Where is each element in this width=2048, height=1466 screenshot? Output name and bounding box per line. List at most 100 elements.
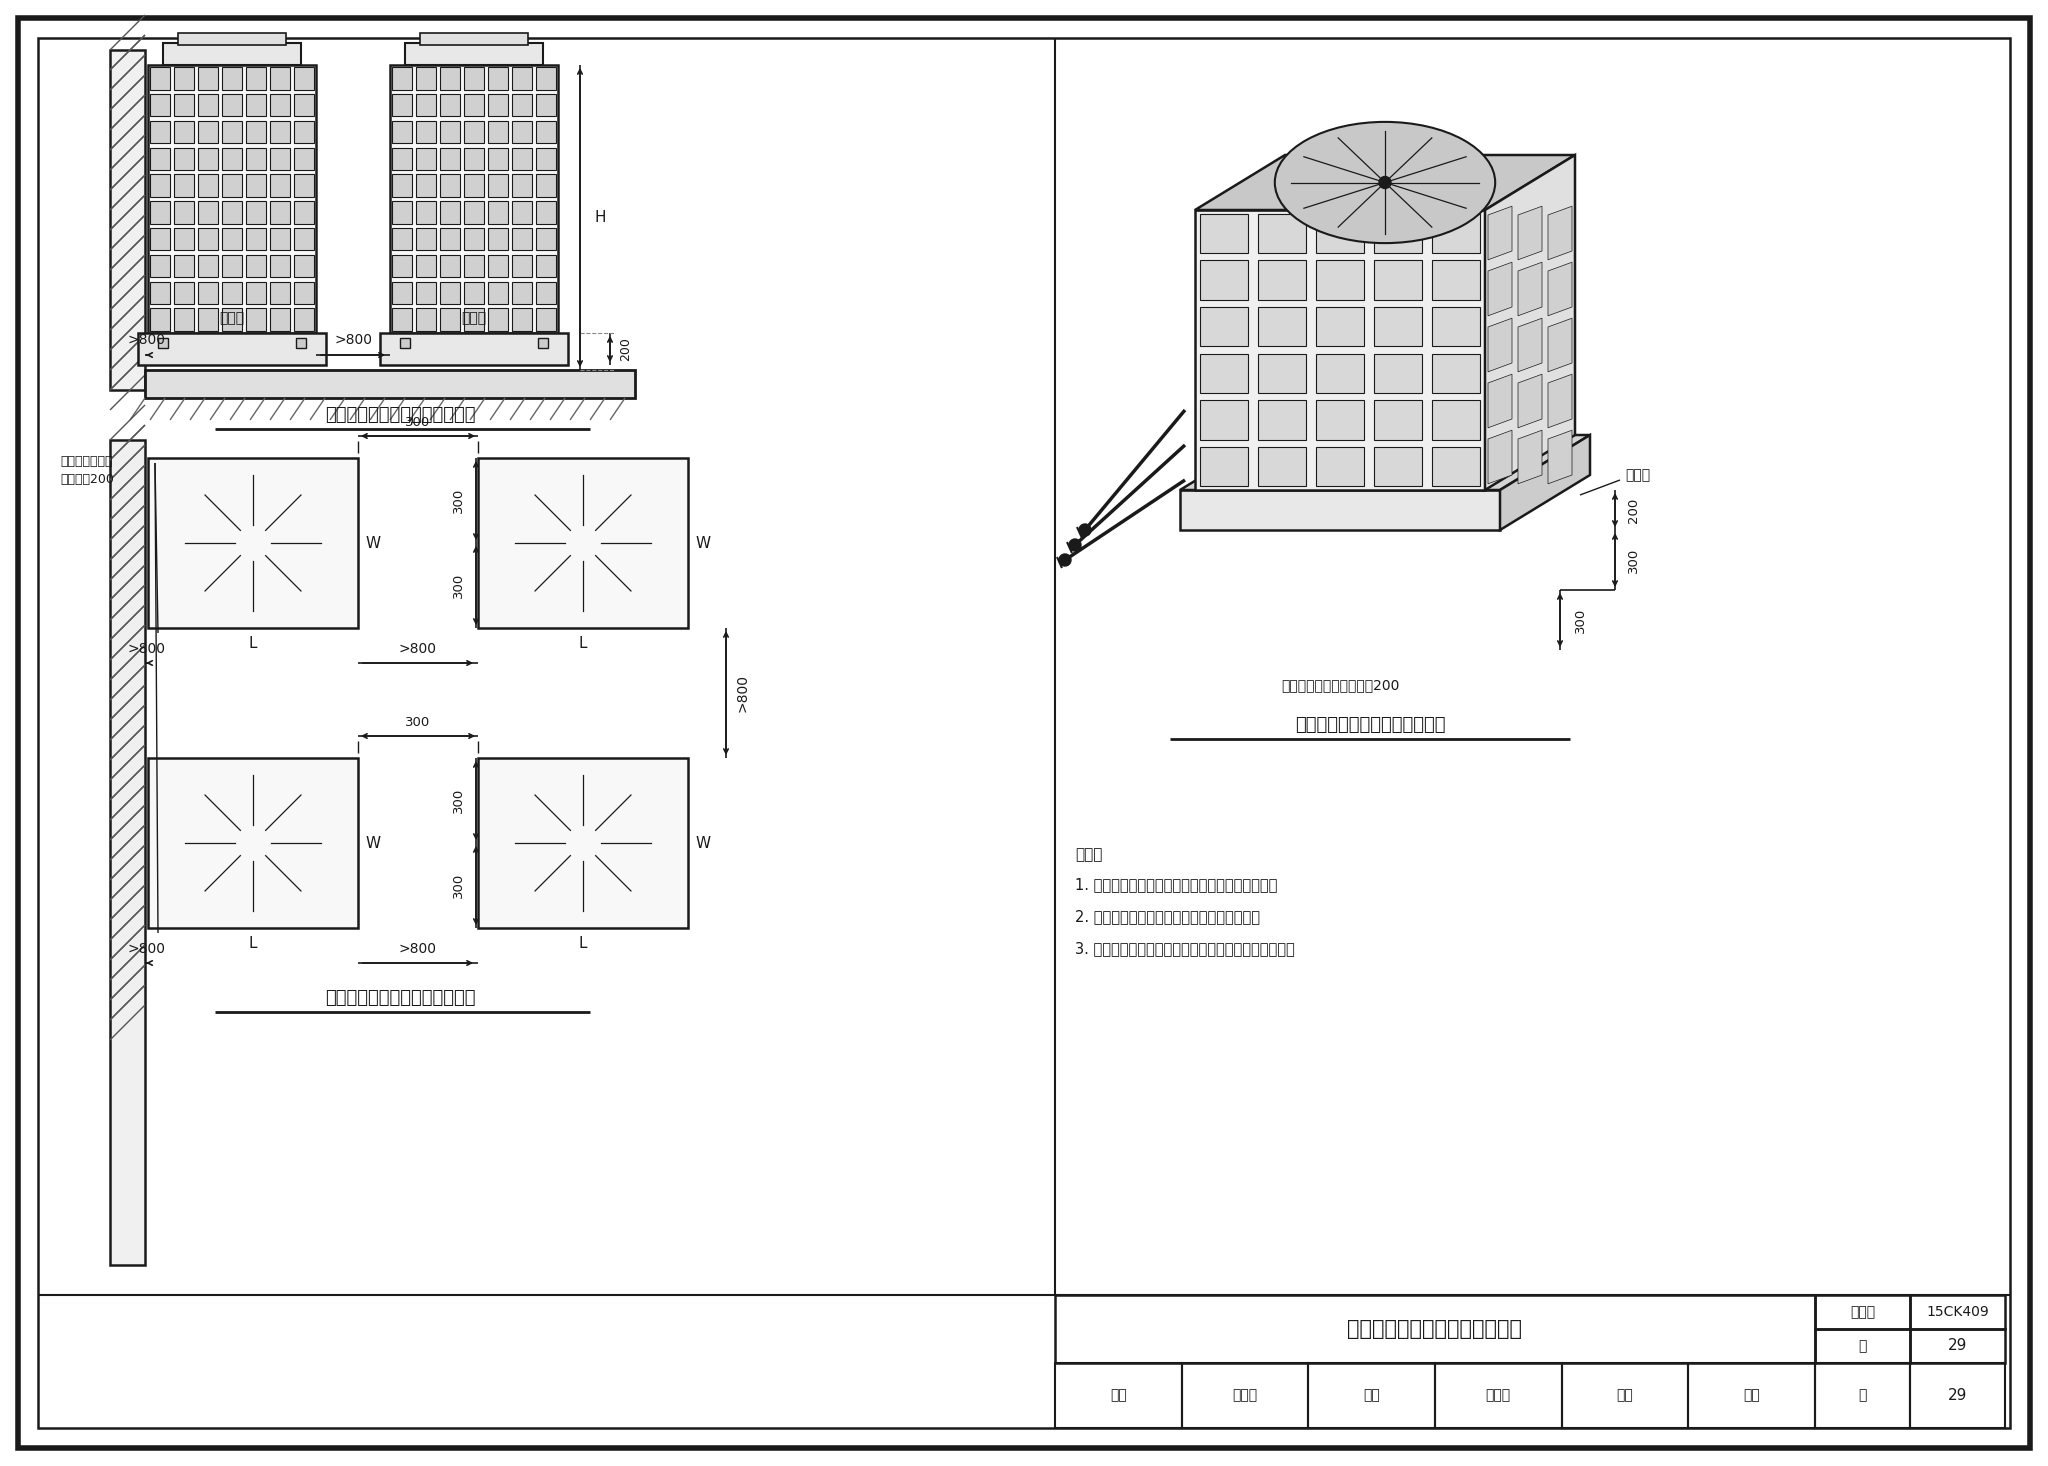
Bar (391, 120, 412, 144)
Bar (295, 201, 313, 224)
Bar (465, 174, 483, 196)
Bar (389, 65, 557, 333)
Text: L: L (248, 636, 258, 651)
Bar (174, 67, 195, 89)
Bar (1815, 1330, 1911, 1363)
Bar (1257, 447, 1307, 487)
Bar (1911, 1294, 2005, 1330)
Bar (1257, 261, 1307, 299)
Bar (270, 148, 291, 170)
Bar (539, 339, 549, 347)
Bar (221, 201, 242, 224)
Bar (1432, 261, 1481, 299)
Bar (440, 174, 461, 196)
Bar (440, 308, 461, 331)
Bar (174, 201, 195, 224)
Polygon shape (1518, 207, 1542, 259)
Bar (246, 94, 266, 116)
Bar (440, 120, 461, 144)
Bar (1257, 306, 1307, 346)
Bar (270, 201, 291, 224)
Text: 隔振垫: 隔振垫 (219, 311, 244, 325)
Bar (537, 120, 557, 144)
Text: 设备基础高出建筑完成面200: 设备基础高出建筑完成面200 (1280, 677, 1399, 692)
Text: 300: 300 (451, 573, 465, 598)
Text: 设备基础高出建: 设备基础高出建 (59, 454, 113, 468)
Bar (391, 94, 412, 116)
Bar (137, 333, 326, 365)
Bar (270, 227, 291, 251)
Bar (221, 120, 242, 144)
Bar (406, 43, 543, 65)
Polygon shape (1548, 374, 1573, 428)
Text: 页: 页 (1858, 1388, 1866, 1403)
Bar (477, 457, 688, 627)
Bar (1194, 210, 1485, 490)
Bar (174, 308, 195, 331)
Bar (1257, 400, 1307, 440)
Polygon shape (1194, 155, 1575, 210)
Bar (1374, 400, 1423, 440)
Polygon shape (1518, 430, 1542, 484)
Bar (174, 120, 195, 144)
Bar (416, 281, 436, 303)
Bar (150, 255, 170, 277)
Bar (381, 333, 567, 365)
Bar (537, 227, 557, 251)
Text: 页: 页 (1858, 1338, 1866, 1353)
Text: 15CK409: 15CK409 (1925, 1305, 1989, 1319)
Circle shape (1069, 539, 1081, 551)
Text: 设计: 设计 (1616, 1388, 1634, 1403)
Bar (1180, 490, 1499, 531)
Bar (1374, 306, 1423, 346)
Text: 筑完成面200: 筑完成面200 (59, 474, 115, 487)
Bar (270, 308, 291, 331)
Bar (1688, 1363, 1815, 1428)
Bar (465, 148, 483, 170)
Bar (147, 65, 315, 333)
Bar (537, 148, 557, 170)
Bar (295, 308, 313, 331)
Bar (416, 94, 436, 116)
Bar (221, 227, 242, 251)
Bar (246, 174, 266, 196)
Text: 3. 安装空气源热泵热水机组时应对屋面荷载进行校核。: 3. 安装空气源热泵热水机组时应对屋面荷载进行校核。 (1075, 941, 1294, 956)
Bar (465, 308, 483, 331)
Bar (391, 201, 412, 224)
Bar (487, 201, 508, 224)
Bar (246, 120, 266, 144)
Bar (440, 281, 461, 303)
Bar (221, 67, 242, 89)
Bar (1200, 447, 1249, 487)
Bar (537, 67, 557, 89)
Text: L: L (580, 636, 588, 651)
Bar (1200, 353, 1249, 393)
Bar (416, 148, 436, 170)
Bar (1257, 214, 1307, 254)
Text: H: H (594, 210, 606, 224)
Bar (174, 94, 195, 116)
Text: 300: 300 (406, 715, 430, 729)
Bar (440, 201, 461, 224)
Text: 29: 29 (1948, 1338, 1968, 1353)
Text: 300: 300 (1573, 607, 1587, 633)
Polygon shape (1548, 318, 1573, 372)
Polygon shape (1518, 318, 1542, 372)
Polygon shape (1489, 207, 1511, 259)
Bar (158, 339, 168, 347)
Circle shape (578, 537, 588, 548)
Text: >800: >800 (334, 333, 373, 347)
Bar (477, 758, 688, 928)
Bar (1315, 306, 1364, 346)
Bar (487, 227, 508, 251)
Bar (246, 227, 266, 251)
Bar (147, 758, 358, 928)
Bar (1911, 1330, 2005, 1363)
Text: 空气源热泵热水机组安装示意图: 空气源热泵热水机组安装示意图 (1348, 1319, 1522, 1338)
Bar (391, 148, 412, 170)
Bar (295, 94, 313, 116)
Bar (147, 457, 358, 627)
Bar (174, 227, 195, 251)
Circle shape (248, 537, 258, 548)
Bar (270, 94, 291, 116)
